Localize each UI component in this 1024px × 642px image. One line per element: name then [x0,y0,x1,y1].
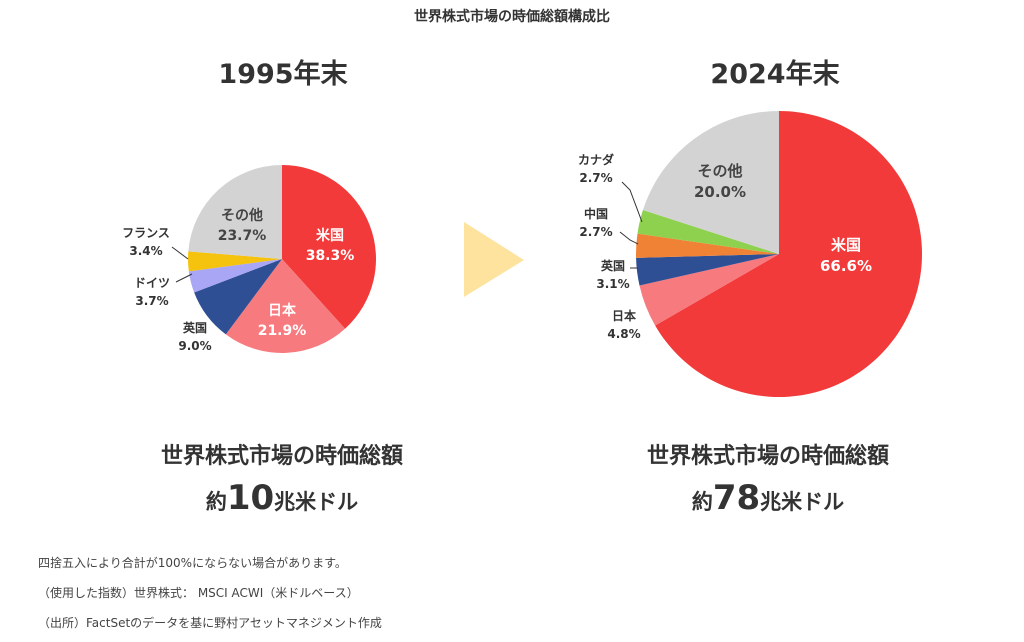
pie-slice [642,111,779,254]
slice-label: 中国 [584,206,608,221]
slice-value-label: 23.7% [218,228,267,244]
slice-value-label: 2.7% [579,171,612,185]
total-prefix: 約 [205,490,227,514]
slice-label: 日本 [612,308,636,323]
pie-slice [194,259,282,335]
slice-value-label: 4.8% [607,327,640,341]
leader-line [171,246,189,260]
slice-label: 英国 [183,320,207,335]
total-suffix: 兆米ドル [274,490,359,514]
pie-slice [188,251,282,272]
total-prefix: 約 [691,490,713,514]
slice-label: カナダ [578,152,614,167]
slice-value-label: 3.1% [596,277,629,291]
slice-label: 英国 [601,258,625,273]
slice-value-label: 2.7% [579,225,612,239]
slice-value-label: 66.6% [820,257,872,275]
pie-slice [639,254,779,326]
total-number: 78 [712,478,761,518]
slice-label: その他 [221,207,263,224]
slice-label: その他 [697,162,742,180]
total-suffix: 兆米ドル [760,490,845,514]
pie-slice [188,165,282,259]
footnote-index: （使用した指数）世界株式： MSCI ACWI（米ドルベース） [38,586,359,600]
chart-title-1995: 1995年末 [218,59,348,90]
total-value-2024: 約78兆米ドル [578,478,958,518]
slice-label: フランス [122,226,170,240]
slice-label: 日本 [268,302,297,319]
slice-label: 米国 [316,227,344,244]
total-label-1995: 世界株式市場の時価総額 [160,444,403,469]
pie-1995: 米国 38.3% 日本 21.9% 英国 9.0% ドイツ 3.7% フランス 3.4% その他 23… [122,165,376,353]
footnote-rounding: 四捨五入により合計が100%にならない場合があります。 [38,556,347,570]
arrow-icon [464,222,524,297]
leader-line [175,273,193,283]
pie-slice [655,111,922,397]
pie-slice [636,233,779,258]
slice-value-label: 3.7% [135,294,168,308]
pie-slice [637,209,779,254]
main-title: 世界株式市場の時価総額構成比 [414,9,610,25]
leader-line [619,231,639,245]
pie-slice [636,254,779,286]
footnotes: 四捨五入により合計が100%にならない場合があります。 （使用した指数）世界株式… [38,548,382,638]
slice-value-label: 9.0% [178,339,211,353]
pie-slice [188,259,282,293]
slice-value-label: 21.9% [258,323,307,339]
slice-label: ドイツ [134,276,170,290]
slice-value-label: 3.4% [129,244,162,258]
total-number: 10 [226,478,275,518]
footnote-source: （出所）FactSetのデータを基に野村アセットマネジメント作成 [38,616,382,630]
slice-value-label: 20.0% [694,183,746,201]
pie-2024: 米国 66.6% 日本 4.8% 英国 3.1% 中国 2.7% カナダ 2.7% その他 20.0% [578,111,922,397]
pie-slice [225,259,346,353]
slice-label: 米国 [831,236,861,254]
slice-value-label: 38.3% [306,248,355,264]
pie-slice [282,165,376,329]
leader-line [621,181,643,223]
total-value-1995: 約10兆米ドル [92,478,472,518]
total-label-2024: 世界株式市場の時価総額 [646,444,889,469]
chart-title-2024: 2024年末 [710,59,840,90]
